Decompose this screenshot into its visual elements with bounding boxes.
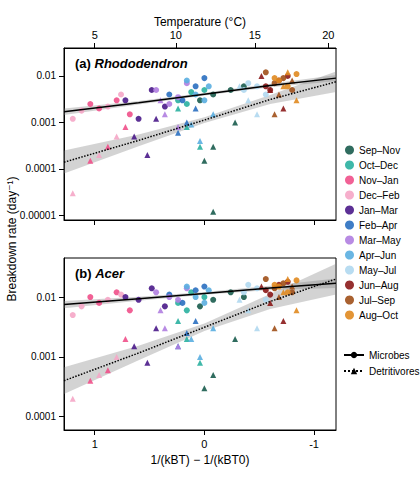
svg-text:Oct–Dec: Oct–Dec xyxy=(359,160,398,171)
svg-text:Detritivores: Detritivores xyxy=(369,366,420,377)
svg-text:0: 0 xyxy=(201,438,207,450)
svg-text:1/(kBT) − 1/(kBT0): 1/(kBT) − 1/(kBT0) xyxy=(150,453,249,467)
svg-text:(b): (b) xyxy=(75,266,92,281)
svg-text:0.001: 0.001 xyxy=(31,351,56,362)
svg-text:(a): (a) xyxy=(75,56,91,71)
svg-text:May–Jul: May–Jul xyxy=(359,265,396,276)
svg-text:10: 10 xyxy=(170,29,182,41)
svg-text:Apr–Jun: Apr–Jun xyxy=(359,250,396,261)
svg-text:Jun–Aug: Jun–Aug xyxy=(359,280,398,291)
svg-text:Temperature (°C): Temperature (°C) xyxy=(154,15,246,29)
svg-text:Rhododendron: Rhododendron xyxy=(95,56,188,71)
svg-text:Acer: Acer xyxy=(94,266,125,281)
svg-text:0.0001: 0.0001 xyxy=(25,163,56,174)
svg-text:Dec–Feb: Dec–Feb xyxy=(359,190,400,201)
svg-text:0.0001: 0.0001 xyxy=(25,411,56,422)
svg-text:Jul–Sep: Jul–Sep xyxy=(359,295,396,306)
svg-text:1: 1 xyxy=(92,438,98,450)
svg-text:0.01: 0.01 xyxy=(37,70,57,81)
svg-text:5: 5 xyxy=(92,29,98,41)
svg-text:Jan–Mar: Jan–Mar xyxy=(359,205,399,216)
svg-text:Mar–May: Mar–May xyxy=(359,235,401,246)
svg-text:0.01: 0.01 xyxy=(37,292,57,303)
svg-text:15: 15 xyxy=(249,29,261,41)
svg-text:0.00001: 0.00001 xyxy=(20,210,57,221)
svg-text:Breakdown rate (day⁻¹): Breakdown rate (day⁻¹) xyxy=(5,176,19,301)
svg-text:Nov–Jan: Nov–Jan xyxy=(359,175,398,186)
svg-text:0.001: 0.001 xyxy=(31,117,56,128)
svg-text:Feb–Apr: Feb–Apr xyxy=(359,220,398,231)
svg-text:-1: -1 xyxy=(309,438,319,450)
svg-text:20: 20 xyxy=(322,29,334,41)
svg-text:Sep–Nov: Sep–Nov xyxy=(359,145,400,156)
svg-text:Microbes: Microbes xyxy=(369,350,410,361)
svg-text:Aug–Oct: Aug–Oct xyxy=(359,310,398,321)
